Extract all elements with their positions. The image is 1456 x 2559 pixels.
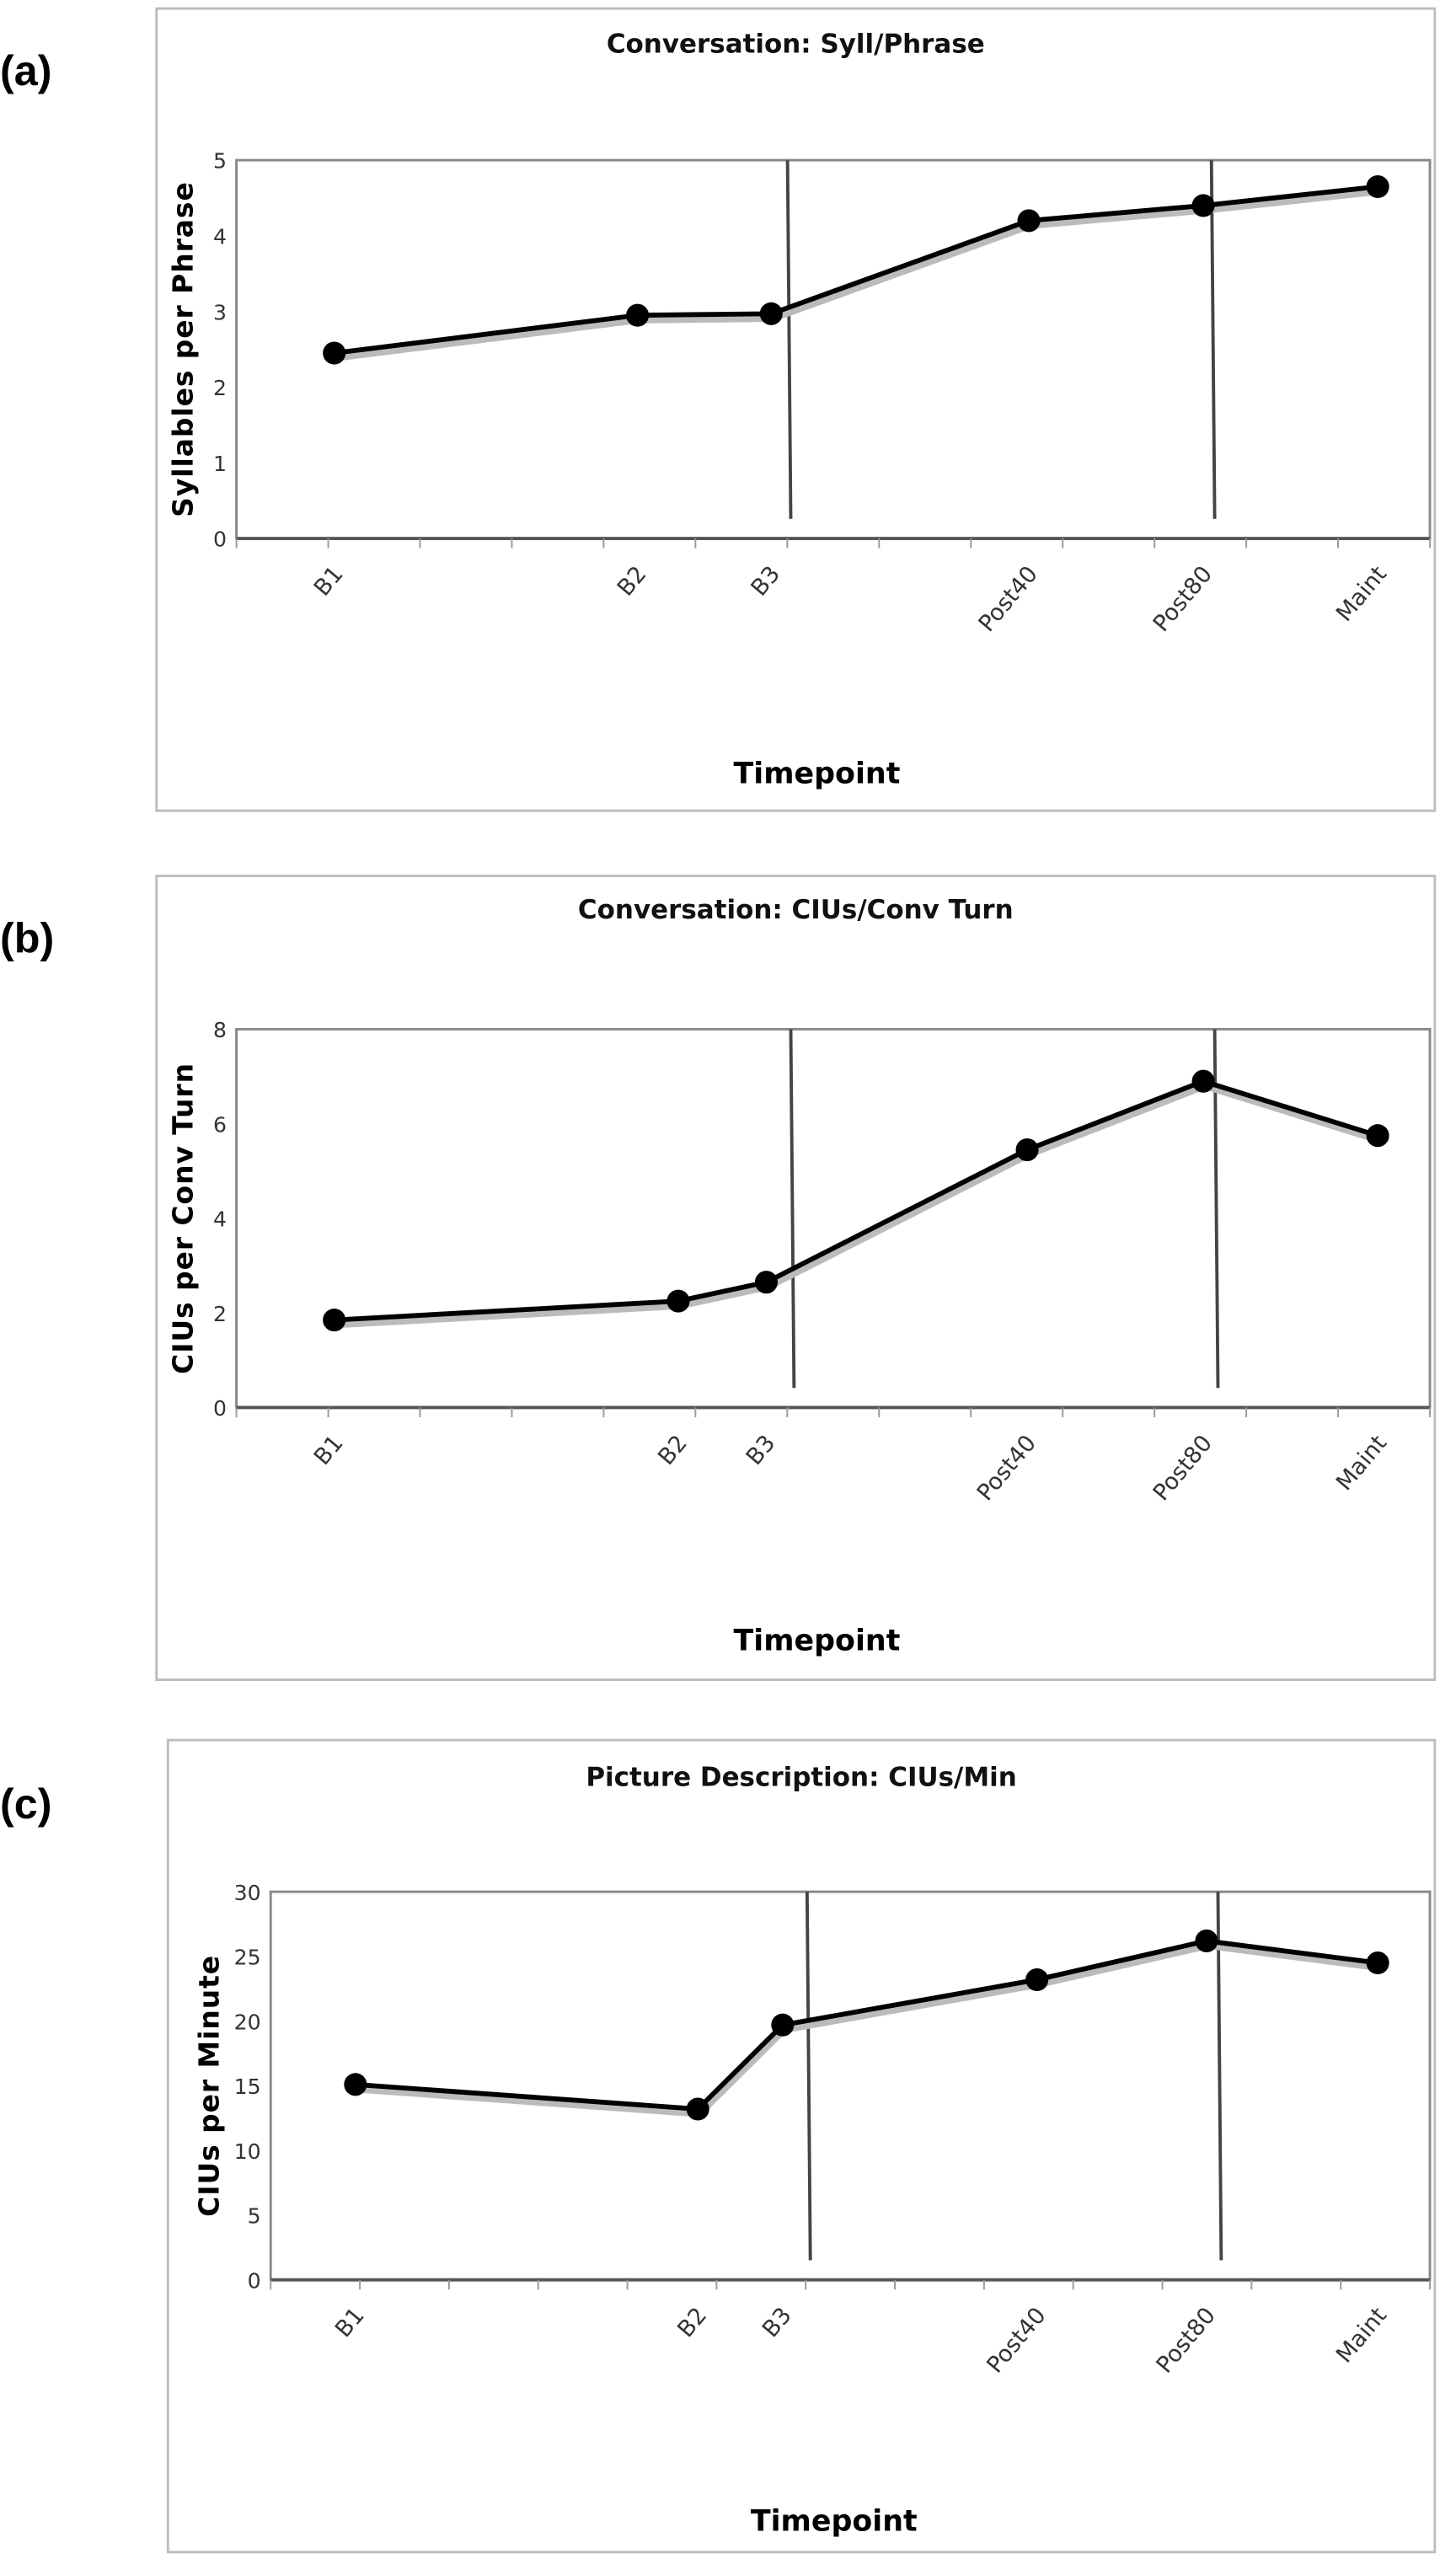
data-point [1366,174,1389,199]
data-point [754,1271,779,1294]
series-shadow [335,188,1380,361]
series-line [355,1938,1378,2112]
chart-panel-a: (a) Conversation: Syll/Phrase 0 1 2 3 4 5 Syllab… [0,7,1437,812]
phase-change-line [805,1892,812,2261]
y-tick-label: 2 [213,1302,227,1326]
data-point [1017,209,1041,233]
data-point [686,2097,709,2121]
chart-frame [166,1738,1437,2554]
data-point [1366,1951,1389,1975]
x-axis-title: Timepoint [751,2505,918,2539]
series-shadow [335,1082,1381,1329]
y-tick-label: 6 [213,1112,227,1137]
y-axis-title: Syllables per Phrase [166,181,199,517]
panel-label: (a) [0,46,51,94]
y-tick-label: 30 [234,1881,261,1905]
chart-title: Picture Description: CIUs/Min [586,1762,1016,1792]
data-point [344,2073,367,2096]
y-tick-label: 20 [234,2010,261,2034]
chart-title: Conversation: Syll/Phrase [607,29,985,59]
x-axis-title: Timepoint [734,757,901,790]
y-tick-label: 5 [213,149,227,174]
series-line [334,1079,1378,1323]
data-point [1195,1929,1218,1952]
data-point [323,1309,346,1332]
panel-label: (b) [0,914,54,962]
data-point [1025,1967,1049,1992]
y-tick-label: 2 [213,376,227,400]
chart-frame [155,875,1437,1682]
chart-frame [155,7,1437,812]
series-line [334,184,1378,356]
data-point [666,1289,690,1313]
data-point [1366,1124,1389,1148]
data-point [1015,1138,1039,1162]
x-axis-title: Timepoint [734,1625,901,1658]
phase-change-line [1216,1892,1223,2261]
chart-panel-b: (b) Conversation: CIUs/Conv Turn 0 2 4 6 8 CIUs… [0,875,1437,1682]
y-tick-label: 8 [213,1018,227,1042]
series-shadow [356,1942,1380,2117]
data-point [1191,1069,1215,1093]
data-point [771,2013,795,2037]
y-tick-label: 4 [213,1207,227,1232]
phase-change-line [785,160,793,519]
chart-panel-c: (c) Picture Description: CIUs/Min 0 5 10 15 20… [0,1738,1437,2554]
y-axis-title: CIUs per Minute [192,1955,225,2217]
phase-change-line [1209,160,1217,519]
y-tick-label: 15 [234,2075,261,2099]
data-point [323,341,346,365]
chart-title: Conversation: CIUs/Conv Turn [578,895,1014,925]
y-tick-label: 5 [248,2204,261,2229]
y-tick-label: 10 [234,2139,261,2164]
data-point [1191,194,1215,217]
y-tick-label: 0 [248,2268,261,2293]
phase-change-line [789,1029,796,1389]
y-tick-label: 1 [213,452,227,476]
y-tick-label: 25 [234,1946,261,1970]
data-point [626,303,650,327]
y-tick-label: 0 [213,1396,227,1421]
y-axis-title: CIUs per Conv Turn [166,1063,199,1374]
panel-label: (c) [0,1780,51,1828]
y-tick-label: 3 [213,300,227,324]
y-tick-label: 0 [213,527,227,552]
y-tick-label: 4 [213,225,227,249]
data-point [759,302,783,325]
